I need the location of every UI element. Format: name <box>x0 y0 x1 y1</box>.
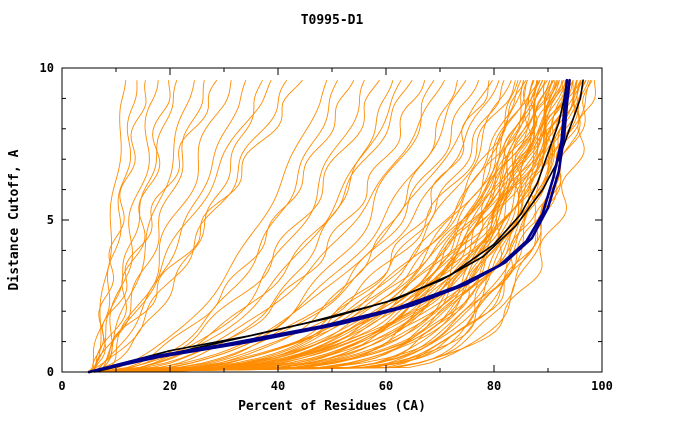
axis-ticks <box>61 67 603 373</box>
chart-title: T0995-D1 <box>301 13 364 28</box>
highlight-black-curve <box>93 79 584 373</box>
model-curve <box>99 80 560 373</box>
model-curve <box>88 80 592 373</box>
model-curve <box>94 79 554 373</box>
x-tick-label: 60 <box>379 379 393 393</box>
model-curve <box>94 80 534 373</box>
model-curve <box>88 80 365 373</box>
axis-tick-labels: 0 20 40 60 80 100 0 5 10 <box>40 61 613 393</box>
model-curve <box>99 80 159 373</box>
model-curve <box>94 80 586 373</box>
model-curve <box>99 80 551 373</box>
model-curve <box>88 80 394 373</box>
model-curve <box>94 80 566 373</box>
model-curve <box>94 79 402 373</box>
model-curve <box>94 79 435 373</box>
model-curve <box>94 79 380 373</box>
model-curve <box>88 79 574 373</box>
model-curve <box>88 80 426 373</box>
model-curve <box>94 80 458 373</box>
model-curve <box>94 80 516 373</box>
x-tick-label: 80 <box>487 379 501 393</box>
model-curve <box>99 79 467 373</box>
model-curve <box>88 80 480 373</box>
model-curve <box>88 80 138 373</box>
model-curve <box>94 79 565 373</box>
model-curve <box>88 80 519 373</box>
highlight-blue-curves <box>87 78 571 374</box>
x-tick-label: 40 <box>271 379 285 393</box>
model-curve <box>88 79 548 373</box>
model-curve <box>88 79 445 373</box>
model-curve <box>104 80 232 373</box>
y-tick-label: 5 <box>47 213 54 227</box>
model-curve <box>88 80 567 373</box>
model-curve <box>88 79 263 373</box>
highlight-blue-curve <box>87 78 569 374</box>
y-tick-label: 0 <box>47 365 54 379</box>
model-curve <box>88 80 328 373</box>
ensemble-curves <box>88 79 596 373</box>
model-curve <box>99 80 505 373</box>
model-curve <box>92 80 147 373</box>
y-axis-label: Distance Cutoff, A <box>7 149 22 290</box>
model-curve <box>99 80 272 373</box>
model-curve <box>93 80 178 373</box>
model-curve <box>99 79 355 373</box>
model-curve <box>88 80 171 373</box>
model-curve <box>93 79 218 373</box>
x-tick-label: 20 <box>163 379 177 393</box>
highlight-blue-curve <box>87 78 571 374</box>
model-curve <box>88 79 493 373</box>
x-tick-label: 0 <box>58 379 65 393</box>
model-curve <box>94 80 490 373</box>
highlight-black-curves <box>88 79 584 373</box>
model-curve <box>99 79 413 373</box>
model-curve <box>94 79 339 373</box>
model-curve <box>94 80 525 373</box>
model-curve <box>88 79 303 373</box>
model-curve <box>88 80 582 373</box>
model-curve <box>88 80 205 373</box>
model-curve <box>94 79 288 373</box>
model-curve <box>94 80 500 373</box>
model-curve <box>88 80 574 373</box>
model-curve <box>94 79 593 373</box>
model-curve <box>88 80 581 373</box>
y-tick-label: 10 <box>40 61 54 75</box>
model-curve <box>99 80 195 373</box>
model-curve <box>94 80 596 373</box>
x-axis-label: Percent of Residues (CA) <box>238 399 426 414</box>
model-curve <box>88 80 522 373</box>
model-curve <box>94 80 538 373</box>
model-curve <box>94 80 553 373</box>
x-tick-label: 100 <box>591 379 613 393</box>
model-curve <box>88 80 577 373</box>
